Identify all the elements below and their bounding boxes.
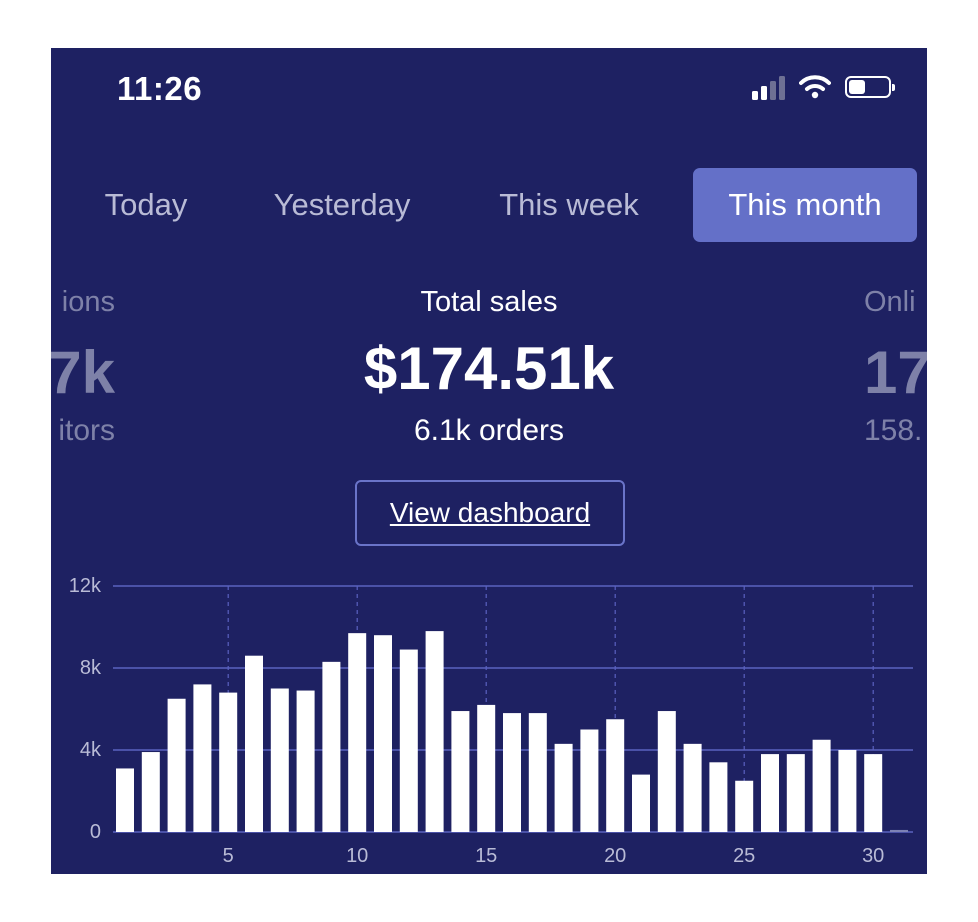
wifi-icon [799, 75, 831, 99]
x-tick-label: 25 [733, 845, 755, 867]
bar [348, 633, 367, 832]
status-time: 11:26 [117, 70, 203, 107]
daily-sales-chart: 0 4k 8k 12k 5 10 15 20 25 30 [51, 568, 927, 874]
bar [838, 750, 857, 832]
bar-chart-svg: 0 4k 8k 12k 5 10 15 20 25 30 [69, 575, 913, 867]
y-tick-label: 4k [80, 739, 102, 761]
left-stat-sub: itors [58, 414, 115, 447]
bar [477, 704, 496, 832]
status-icons [752, 74, 895, 100]
view-dashboard-button[interactable]: View dashboard [355, 480, 625, 546]
bar [632, 774, 650, 832]
bar [528, 713, 547, 832]
bar [116, 768, 134, 832]
total-sales-label: Total sales [420, 286, 558, 318]
bar [580, 729, 599, 832]
x-tick-label: 5 [223, 845, 234, 867]
bar [374, 635, 392, 832]
x-tick-label: 15 [475, 845, 497, 867]
left-stat-value: 7k [51, 339, 115, 406]
right-stat-sub: 158. [864, 414, 923, 447]
bar [606, 719, 625, 832]
y-tick-label: 8k [80, 657, 102, 679]
bar [864, 754, 883, 832]
orders-count: 6.1k orders [413, 414, 565, 447]
bar [786, 754, 805, 832]
bar [709, 762, 728, 832]
left-stat-label: ions [61, 286, 115, 318]
bar [812, 739, 831, 832]
bar [683, 743, 702, 832]
bar [270, 688, 289, 832]
bar [554, 743, 573, 832]
bar [322, 661, 341, 832]
right-stat-value: 17 [864, 339, 927, 406]
bar [167, 698, 186, 832]
right-stat-label: Onli [864, 286, 916, 318]
y-tick-label: 12k [69, 575, 102, 597]
tab-yesterday[interactable]: Yesterday [273, 187, 411, 222]
x-tick-label: 20 [604, 845, 626, 867]
phone-screen: 11:26 Today Yesterday This week This mon… [51, 48, 927, 874]
total-sales-value: $174.51k [363, 335, 615, 402]
bar [141, 752, 160, 832]
bar [735, 780, 754, 832]
bar [219, 692, 238, 832]
bar [503, 713, 521, 832]
tab-this-month[interactable]: This month [693, 168, 917, 242]
y-tick-label: 0 [90, 821, 101, 843]
x-tick-label: 10 [346, 845, 368, 867]
battery-icon [845, 76, 895, 98]
bar [193, 684, 212, 832]
bar [890, 829, 908, 832]
bar [761, 754, 779, 832]
cellular-signal-icon [752, 74, 785, 100]
bar [399, 649, 418, 832]
bar [296, 690, 315, 832]
bar [451, 711, 470, 832]
bar [425, 631, 444, 832]
bar [245, 655, 263, 832]
tab-today[interactable]: Today [104, 187, 188, 222]
bar [657, 711, 676, 832]
date-range-tabs: Today Yesterday This week This month [51, 168, 927, 242]
tab-this-week[interactable]: This week [499, 187, 639, 222]
x-tick-label: 30 [862, 845, 884, 867]
